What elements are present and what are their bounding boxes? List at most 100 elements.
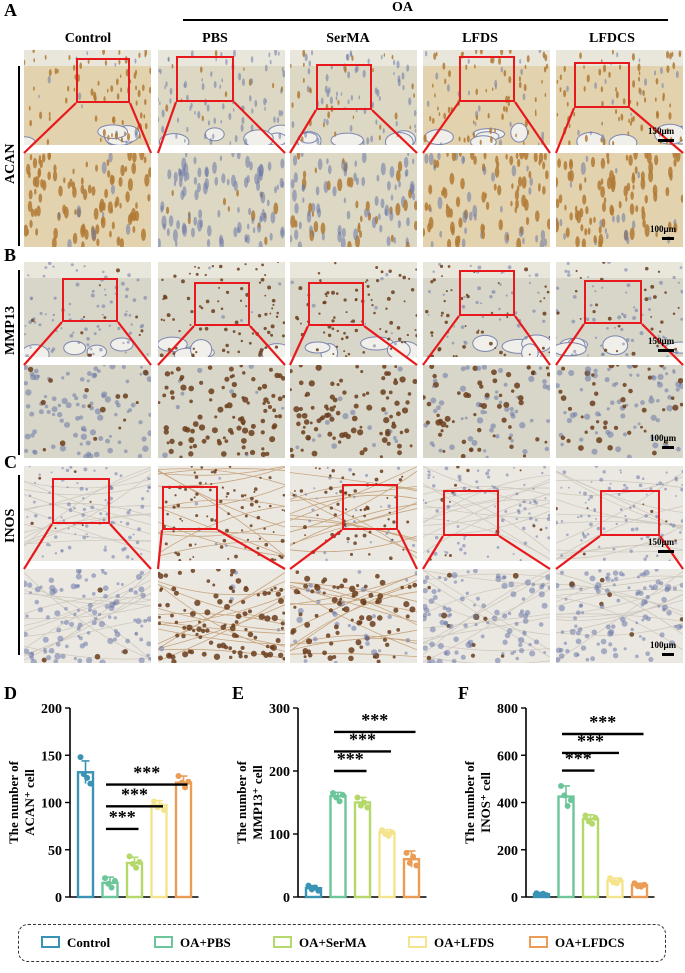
legend-swatch-oa-lfdcs <box>529 936 548 948</box>
chart-legend: Control OA+PBS OA+SerMA OA+LFDS OA+LFDCS <box>18 924 666 962</box>
highlight-box-inos-1 <box>162 486 218 530</box>
highlight-box-acan-3 <box>459 56 515 102</box>
data-point <box>185 778 192 785</box>
data-point <box>567 797 574 804</box>
data-point <box>364 804 371 811</box>
panel-letter-a: A <box>4 0 17 20</box>
significance-label: *** <box>577 731 604 751</box>
data-point <box>126 853 133 860</box>
data-point <box>111 877 118 884</box>
data-point <box>133 864 140 871</box>
micrograph-mmp13-high-1 <box>158 365 285 458</box>
y-tick-label: 0 <box>283 891 290 906</box>
data-point <box>77 754 84 761</box>
highlight-box-mmp13-1 <box>194 282 250 326</box>
scale-bar-mmp13-high <box>662 446 674 449</box>
y-tick-label: 600 <box>497 749 518 764</box>
data-point <box>361 799 368 806</box>
y-axis-label-line2: INOS⁺ cell <box>478 772 493 833</box>
highlight-box-inos-3 <box>443 490 499 536</box>
mmp13-row-bar <box>18 270 20 455</box>
legend-item-oa-pbs: OA+PBS <box>154 935 231 951</box>
micrograph-inos-high-2 <box>290 569 417 663</box>
legend-label-control: Control <box>67 935 111 950</box>
micrograph-mmp13-high-0 <box>24 365 151 458</box>
data-point <box>561 792 568 799</box>
bar-oalfds <box>150 804 168 899</box>
row-label-mmp13: MMP13 <box>3 306 18 355</box>
data-point <box>564 803 571 810</box>
data-point <box>589 820 596 827</box>
scale-bar-mmp13-low <box>658 349 674 352</box>
y-tick-label: 200 <box>269 765 290 780</box>
significance-label: *** <box>109 807 136 827</box>
data-point <box>160 807 167 814</box>
micrograph-acan-high-3 <box>423 153 550 247</box>
data-point <box>641 881 648 888</box>
data-point <box>543 892 550 899</box>
y-axis-label-line1: The number of <box>6 760 21 843</box>
scale-label-inos-low: 150μm <box>648 537 675 547</box>
scale-label-acan-high: 100μm <box>650 224 677 234</box>
data-point <box>339 791 346 798</box>
y-axis-label-line2: ACAN⁺ cell <box>22 769 37 836</box>
y-axis-label-line2: MMP13⁺ cell <box>250 765 265 840</box>
data-point <box>592 814 599 821</box>
data-point <box>315 887 322 894</box>
data-point <box>582 812 589 819</box>
bar-oapbs <box>557 795 575 899</box>
y-axis-label: The number of MMP13⁺ cell <box>234 760 265 843</box>
data-point <box>410 853 417 860</box>
panel-letter-c: C <box>4 452 17 472</box>
micrograph-inos-high-1 <box>158 569 285 663</box>
data-point <box>87 780 94 787</box>
highlight-box-inos-4 <box>600 490 660 536</box>
data-point <box>406 859 413 866</box>
bar-oalfds <box>378 831 396 899</box>
legend-item-oa-serma: OA+SerMA <box>273 935 366 951</box>
legend-label-oa-pbs: OA+PBS <box>180 935 231 950</box>
panel-letter-d: D <box>4 683 17 703</box>
highlight-box-acan-2 <box>316 64 372 110</box>
significance-label: *** <box>589 712 616 732</box>
scale-bar-inos-high <box>662 653 674 656</box>
bar-oaserma <box>353 801 372 899</box>
highlight-box-mmp13-0 <box>62 278 118 322</box>
micrograph-acan-high-0 <box>24 153 151 247</box>
inos-row-bar <box>18 475 20 655</box>
data-point <box>330 790 336 797</box>
y-tick-label: 0 <box>511 891 518 906</box>
data-point <box>182 784 189 791</box>
column-header-serma: SerMA <box>326 31 370 46</box>
data-point <box>403 849 410 856</box>
micrograph-inos-high-4 <box>556 569 683 663</box>
y-tick-label: 200 <box>497 844 518 859</box>
data-point <box>388 829 395 836</box>
y-tick-label: 100 <box>41 797 62 812</box>
legend-label-oa-serma: OA+SerMA <box>299 935 367 950</box>
panel-letter-b: B <box>4 245 17 265</box>
y-tick-label: 200 <box>41 702 62 717</box>
y-axis-label-line1: The number of <box>462 760 477 843</box>
scale-label-mmp13-high: 100μm <box>650 433 677 443</box>
micrograph-acan-high-4 <box>556 153 683 247</box>
legend-swatch-control <box>41 936 60 948</box>
micrograph-acan-high-1 <box>158 153 285 247</box>
y-tick-label: 150 <box>41 749 62 764</box>
legend-item-oa-lfds: OA+LFDS <box>408 935 494 951</box>
y-axis-label: The number of INOS⁺ cell <box>462 760 493 843</box>
data-point <box>136 859 143 866</box>
significance-label: *** <box>349 729 376 749</box>
data-point <box>175 773 182 780</box>
micrograph-mmp13-high-4 <box>556 365 683 458</box>
row-label-acan: ACAN <box>3 143 18 184</box>
legend-item-oa-lfdcs: OA+LFDCS <box>529 935 625 951</box>
legend-swatch-oa-pbs <box>154 936 173 948</box>
significance-label: *** <box>361 710 388 730</box>
scale-bar-acan-high <box>662 237 674 240</box>
scale-bar-acan-low <box>658 139 674 142</box>
scale-label-inos-high: 100μm <box>650 640 677 650</box>
scale-bar-inos-low <box>658 550 674 553</box>
